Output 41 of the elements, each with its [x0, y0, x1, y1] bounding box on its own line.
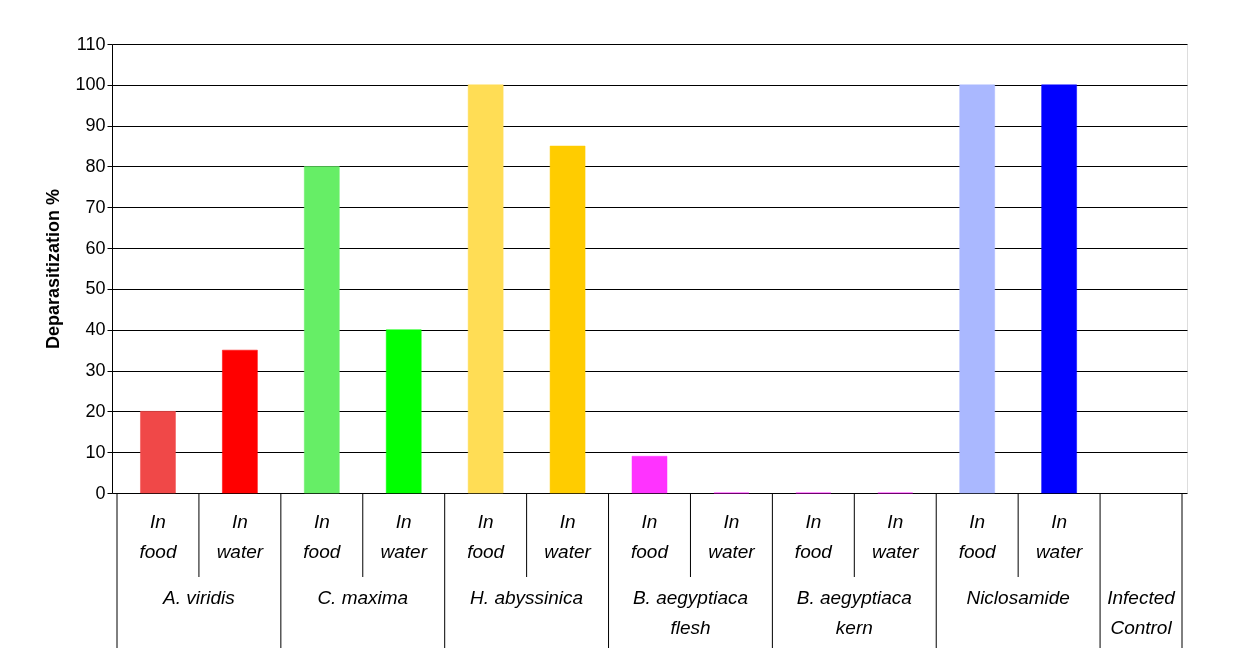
y-tick-label: 60 [85, 237, 106, 258]
x-tick-label: In food [631, 511, 670, 562]
y-tick-label: 110 [76, 33, 106, 54]
bar [304, 166, 340, 494]
bar [385, 329, 422, 494]
x-tick-label: In food [467, 511, 506, 562]
y-tick-label: 70 [85, 196, 106, 217]
x-tick-label: In water [708, 511, 756, 562]
bar [467, 84, 504, 494]
x-tick-label: In water [216, 511, 264, 562]
x-tick-label: In food [794, 511, 834, 562]
x-tick-label: In water [544, 511, 592, 562]
y-tick-label: 40 [85, 319, 106, 340]
bar [549, 145, 586, 494]
x-tick-label: In water [1035, 511, 1084, 562]
bar [959, 84, 995, 494]
y-tick-label: 30 [85, 360, 106, 381]
y-tick-label: 90 [85, 115, 106, 136]
text: B. aegyptiaca kern [796, 587, 912, 638]
text: B. aegyptiaca flesh [632, 587, 749, 638]
x-tick-label: In water [380, 511, 428, 562]
bar [1041, 84, 1077, 494]
text: A. viridis [162, 587, 236, 608]
y-tick-label: 80 [85, 155, 106, 176]
y-tick-label: 0 [95, 482, 106, 503]
text: H. abyssinica [470, 587, 584, 608]
y-tick-label: 50 [85, 278, 106, 299]
bar [222, 349, 258, 494]
x-tick-label: In food [958, 511, 998, 562]
y-tick-label: 100 [75, 74, 106, 95]
x-tick-label: In food [303, 511, 342, 562]
y-tick-label: 10 [85, 441, 106, 462]
text: Infected Control [1107, 587, 1177, 638]
text: C. maxima [317, 587, 409, 608]
x-tick-label: In water [872, 511, 920, 562]
y-axis-title: Deparasitization % [43, 188, 64, 350]
text: Niclosamide [966, 587, 1070, 608]
bar [631, 456, 668, 494]
x-tick-label: In food [139, 511, 178, 562]
y-tick-label: 20 [85, 400, 106, 421]
bar [140, 411, 176, 494]
